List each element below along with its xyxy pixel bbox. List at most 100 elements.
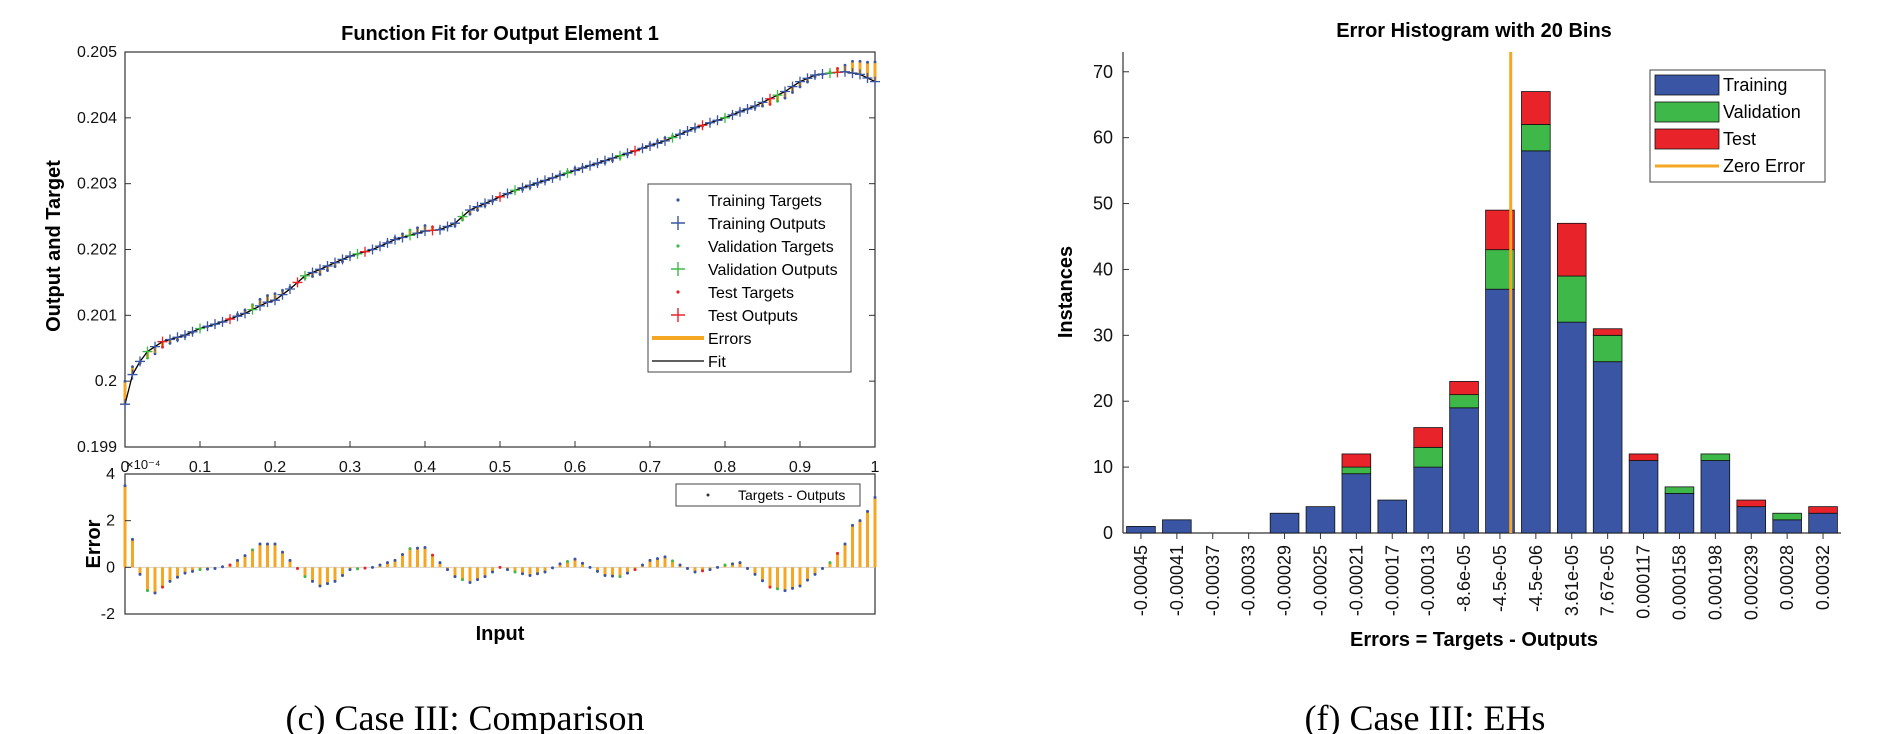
- error-stem-marker: [821, 567, 824, 570]
- fit-output-marker: [795, 76, 805, 87]
- fit-output-marker: [157, 336, 168, 347]
- fit-output-marker: [315, 264, 325, 275]
- fit-target-marker: [468, 212, 472, 216]
- error-stem-marker: [258, 542, 262, 546]
- fit-target-marker: [146, 356, 149, 360]
- fit-target-marker: [836, 67, 839, 70]
- hist-bar-validation: [1700, 453, 1731, 461]
- error-stem-marker: [348, 568, 352, 572]
- error-ytick-label: 4: [106, 466, 115, 483]
- hist-title: Error Histogram with 20 Bins: [1336, 20, 1612, 42]
- fit-legend-label: Validation Outputs: [708, 262, 838, 279]
- hist-bar-test: [1808, 506, 1838, 514]
- error-stem-marker: [498, 565, 502, 569]
- fit-target-marker: [701, 124, 704, 128]
- error-stem-marker: [536, 572, 539, 576]
- hist-xticks: -0.00045 -0.00041 -0.00037 -0.00033 -0.00029…: [1131, 533, 1833, 620]
- fit-output-marker: [765, 93, 775, 104]
- fit-output-marker: [855, 69, 865, 80]
- fit-ytick-label: 0.203: [77, 176, 117, 193]
- fit-xtick-label: 1: [871, 459, 880, 476]
- hist-xtick-label: 0.00032: [1813, 545, 1833, 610]
- fit-legend-marker: [671, 262, 685, 276]
- fit-output-marker: [150, 341, 160, 352]
- error-stem-marker: [213, 567, 217, 570]
- fit-target-marker: [348, 255, 352, 259]
- error-stem-marker: [303, 575, 307, 579]
- error-stem-marker: [228, 563, 232, 567]
- fit-target-marker: [843, 63, 847, 67]
- fit-target-marker: [198, 327, 202, 331]
- error-stem-marker: [183, 571, 187, 575]
- hist-xtick-label: -0.00017: [1382, 545, 1402, 616]
- hist-xtick-label: -0.00029: [1275, 545, 1295, 616]
- error-stem-marker: [836, 551, 839, 555]
- error-legend: Targets - Outputs: [675, 483, 861, 507]
- hist-legend: Training Validation Test Zero Error: [1649, 69, 1826, 183]
- fit-target-marker: [431, 225, 434, 229]
- fit-target-marker: [543, 180, 547, 184]
- fit-target-marker: [318, 273, 322, 276]
- error-stem-marker: [401, 553, 404, 556]
- fit-target-marker: [483, 204, 487, 208]
- fit-ytick-label: 0.204: [77, 110, 117, 127]
- error-stem-marker: [146, 589, 149, 593]
- error-stem-marker: [596, 569, 599, 573]
- hist-legend-swatch: [1654, 128, 1720, 150]
- error-stem-marker: [266, 542, 269, 546]
- hist-bar-training: [1736, 506, 1767, 534]
- fit-target-marker: [566, 169, 569, 173]
- hist-bar-training: [1269, 512, 1300, 534]
- fit-output-marker: [120, 399, 130, 410]
- fit-target-marker: [603, 161, 607, 165]
- fit-target-marker: [138, 361, 142, 365]
- hist-bar-training: [1592, 361, 1623, 534]
- fit-target-marker: [326, 269, 329, 272]
- fit-target-marker: [176, 338, 179, 342]
- fit-target-marker: [438, 227, 442, 230]
- error-stem-marker: [341, 574, 344, 577]
- error-stem-marker: [356, 567, 359, 571]
- error-stem-marker: [506, 568, 509, 572]
- fit-target-marker: [153, 352, 157, 356]
- fit-legend-marker: [676, 244, 680, 248]
- fit-target-marker: [386, 240, 389, 244]
- hist-bar-training: [1305, 506, 1336, 534]
- error-stem-marker: [468, 581, 472, 584]
- fit-output-marker: [862, 73, 873, 84]
- error-stem-marker: [716, 565, 719, 569]
- fit-target-marker: [371, 248, 374, 251]
- fit-output-marker: [562, 167, 573, 178]
- hist-xtick-label: -0.00021: [1346, 545, 1366, 616]
- fit-xtick-label: 0.5: [489, 459, 511, 476]
- fit-target-marker: [266, 294, 269, 297]
- hist-bar-validation: [1521, 124, 1551, 152]
- hist-yticks: 0 10 20 30 40 50 60 70: [1093, 62, 1129, 543]
- fit-xtick-label: 0.6: [564, 459, 586, 476]
- error-stem-marker: [423, 546, 427, 549]
- error-stem-marker: [371, 565, 374, 569]
- hist-ytick-label: 30: [1093, 325, 1113, 345]
- hist-bar-training: [1377, 499, 1408, 534]
- fit-xtick-label: 0.4: [414, 459, 436, 476]
- error-stems: [123, 484, 877, 595]
- fit-legend-marker: [676, 198, 680, 202]
- fit-legend-label: Validation Targets: [708, 239, 834, 256]
- fit-output-marker: [622, 148, 633, 159]
- error-stem-marker: [783, 589, 787, 593]
- fit-target-marker: [633, 150, 637, 153]
- fit-target-marker: [753, 106, 757, 110]
- fit-target-marker: [573, 166, 577, 170]
- error-stem-marker: [123, 484, 127, 488]
- error-stem-marker: [528, 574, 532, 577]
- error-stem-marker: [618, 575, 622, 579]
- fit-target-marker: [873, 60, 877, 64]
- hist-bar-training: [1772, 519, 1802, 534]
- fit-target-marker: [168, 342, 172, 345]
- fit-target-marker: [288, 285, 292, 289]
- hist-ylabel: Instances: [1055, 246, 1077, 338]
- fit-ytick-label: 0.2: [95, 373, 117, 390]
- fit-target-marker: [723, 115, 727, 119]
- hist-xtick-label: -0.00045: [1131, 545, 1151, 616]
- hist-bar-training: [1413, 466, 1443, 534]
